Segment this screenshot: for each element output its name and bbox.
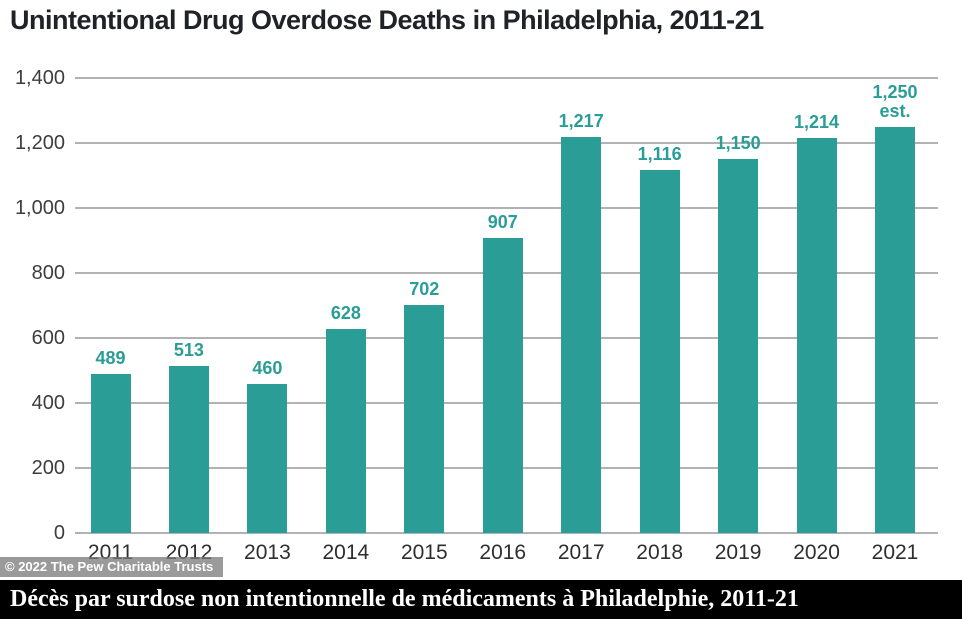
y-axis-tick-label: 0 — [53, 522, 65, 544]
bar-2016 — [482, 238, 523, 533]
gridline — [75, 142, 938, 144]
bar-value-label: 1,250 est. — [872, 81, 918, 121]
y-axis-tick-label: 1,200 — [14, 132, 65, 154]
bar-2017 — [561, 137, 602, 533]
gridline — [75, 207, 938, 209]
bar-2014 — [325, 328, 366, 533]
bar-2020 — [796, 138, 837, 533]
x-axis-tick-label: 2019 — [714, 541, 762, 564]
x-axis-tick-label: 2015 — [400, 541, 448, 564]
y-axis-tick-label: 600 — [31, 327, 65, 349]
bar-2021 — [875, 126, 915, 533]
chart-title: Unintentional Drug Overdose Deaths in Ph… — [10, 5, 764, 35]
bar-value-label: 489 — [95, 348, 126, 369]
x-axis-tick-label: 2016 — [479, 541, 527, 564]
bar-2011 — [90, 374, 131, 533]
y-axis-tick-label: 400 — [31, 392, 65, 414]
bar-value-label: 628 — [330, 302, 361, 323]
x-axis-tick-label: 2018 — [636, 541, 683, 564]
bar-value-label: 702 — [409, 278, 440, 299]
bar-2012 — [168, 366, 209, 533]
bar-value-label: 513 — [173, 340, 204, 361]
bar-2019 — [718, 159, 759, 533]
bar-2013 — [247, 383, 288, 533]
y-axis-tick-label: 200 — [31, 457, 65, 479]
x-axis-tick-label: 2020 — [793, 541, 840, 564]
x-axis-tick-label: 2013 — [244, 541, 291, 564]
x-axis-tick-label: 2021 — [871, 541, 919, 564]
bar-value-label: 907 — [487, 212, 518, 233]
bar-value-label: 1,116 — [637, 144, 682, 165]
y-axis-tick-label: 1,000 — [14, 197, 65, 219]
caption-text: Décès par surdose non intentionnelle de … — [10, 586, 799, 612]
caption-bar: Décès par surdose non intentionnelle de … — [0, 580, 962, 619]
bar-value-label: 1,150 — [715, 133, 761, 154]
bar-value-label: 1,214 — [794, 112, 840, 133]
bar-2018 — [639, 170, 680, 533]
x-axis-tick-label: 2014 — [322, 541, 370, 564]
gridline — [75, 77, 938, 79]
bar-value-label: 460 — [252, 357, 283, 378]
copyright-credit: © 2022 The Pew Charitable Trusts — [0, 557, 224, 577]
gridline — [75, 532, 938, 534]
y-axis-tick-label: 800 — [31, 262, 65, 284]
bar-value-label: 1,217 — [558, 111, 604, 132]
bar-2015 — [404, 304, 445, 533]
x-axis-tick-label: 2017 — [557, 541, 605, 564]
y-axis-tick-label: 1,400 — [14, 67, 65, 89]
